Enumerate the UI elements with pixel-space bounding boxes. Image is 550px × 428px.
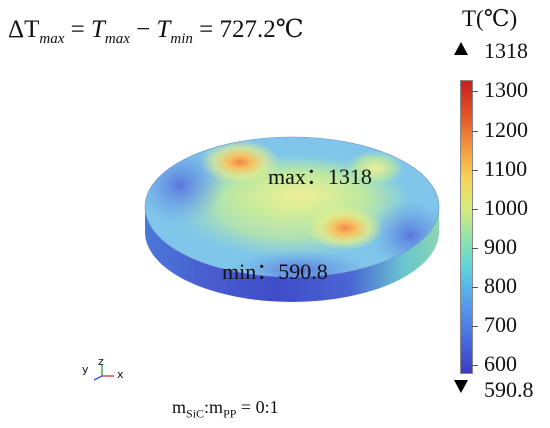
tick-label: 700 (484, 312, 517, 337)
tick-label: 1100 (484, 156, 528, 181)
mass-ratio-label: mSiC:mPP = 0:1 (172, 397, 279, 421)
tick-label: 1300 (484, 77, 528, 102)
color-scale-max: 1318 (484, 38, 528, 63)
tick-label: 600 (484, 351, 517, 376)
disc-top-face (145, 137, 439, 277)
axis-y-label: y (82, 363, 89, 376)
axis-x-label: x (117, 368, 124, 381)
max-triangle-icon (454, 42, 468, 55)
delta-t-formula: ΔTmax = Tmax − Tmin = 727.2℃ (8, 16, 304, 47)
tick-label: 1200 (484, 117, 528, 142)
color-scale-min: 590.8 (484, 377, 534, 402)
min-triangle-icon (454, 380, 468, 393)
axes-triad-icon (93, 364, 114, 381)
max-annotation: max：1318 (268, 164, 372, 189)
axis-z-label: z (98, 355, 104, 368)
tick-label: 800 (484, 273, 517, 298)
disc-side (145, 207, 439, 302)
color-scale-title: T(℃) (462, 6, 518, 31)
tick-label: 1000 (484, 195, 528, 220)
color-bar (460, 80, 478, 374)
tick-label: 900 (484, 234, 517, 259)
min-annotation: min：590.8 (222, 259, 328, 284)
